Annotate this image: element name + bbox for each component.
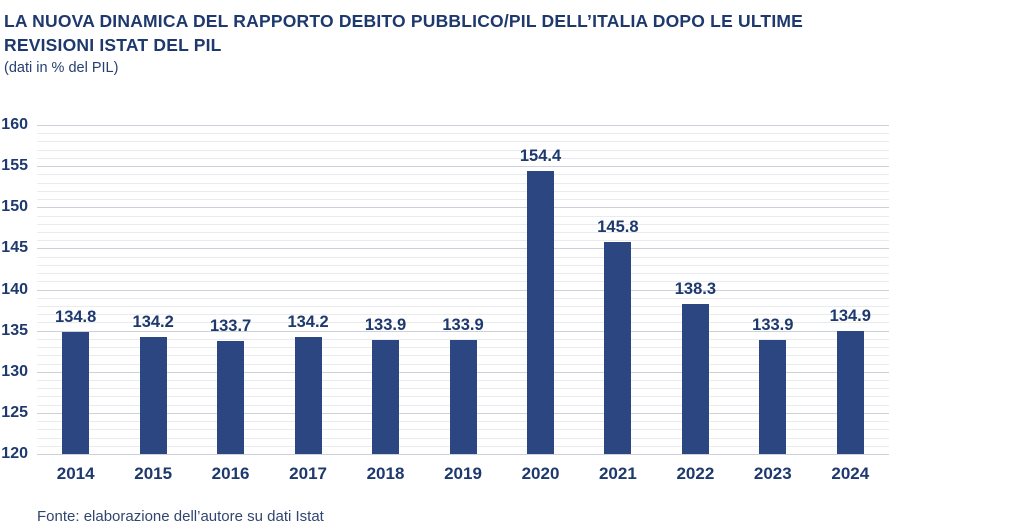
bar-2018: [372, 339, 399, 454]
x-axis-label-2015: 2015: [134, 464, 173, 483]
bar-2017: [294, 337, 322, 454]
x-axis-label-2019: 2019: [444, 464, 482, 483]
bar-value-label-2024: 134.9: [829, 307, 871, 326]
gridline-minor: [37, 174, 889, 176]
gridline-minor: [37, 314, 889, 316]
gridline-minor: [37, 256, 889, 258]
gridline-minor: [37, 182, 889, 184]
bar-value-label-2019: 133.9: [442, 315, 484, 334]
source-note: Fonte: elaborazione dell’autore su dati …: [37, 508, 324, 525]
x-axis-label-2017: 2017: [289, 464, 327, 483]
bar-value-label-2016: 133.7: [209, 317, 252, 336]
chart-title-line-2: REVISIONI ISTAT DEL PIL: [4, 35, 222, 55]
gridline-minor: [37, 149, 889, 151]
y-axis-tick-label: 125: [1, 403, 28, 421]
x-axis-label-2018: 2018: [366, 464, 405, 483]
gridline-minor: [37, 215, 889, 217]
x-axis-label-2022: 2022: [676, 464, 715, 483]
bar-value-label-2017: 134.2: [287, 313, 329, 332]
bar-2023: [759, 339, 787, 454]
y-axis-tick-label: 140: [1, 280, 28, 298]
gridline-minor: [37, 264, 889, 266]
y-axis-tick-label: 130: [1, 362, 28, 380]
y-axis-tick-label: 160: [1, 116, 28, 133]
bar-2020: [527, 171, 554, 454]
bar-value-label-2021: 145.8: [597, 217, 639, 236]
gridline-major: [37, 207, 889, 209]
bar-value-label-2015: 134.2: [132, 313, 174, 332]
gridline-minor: [37, 190, 889, 192]
bar-2014: [62, 332, 90, 454]
gridline-major: [37, 289, 889, 291]
gridline-minor: [37, 273, 889, 274]
gridline-minor: [37, 141, 889, 143]
gridline-minor: [37, 199, 889, 200]
gridline-minor: [37, 157, 889, 159]
bar-value-label-2023: 133.9: [752, 315, 794, 334]
bar-2022: [681, 303, 709, 454]
chart-title: LA NUOVA DINAMICA DEL RAPPORTO DEBITO PU…: [4, 9, 904, 57]
chart-subtitle: (dati in % del PIL): [4, 60, 119, 76]
gridline-minor: [37, 305, 889, 307]
gridline-minor: [37, 240, 889, 242]
x-axis-label-2023: 2023: [753, 464, 792, 483]
y-axis-tick-label: 145: [1, 239, 28, 257]
gridline-minor: [37, 297, 889, 299]
y-axis-tick-label: 150: [1, 198, 28, 216]
x-axis-label-2024: 2024: [831, 464, 870, 483]
bar-value-label-2014: 134.8: [55, 308, 97, 327]
gridline-minor: [37, 223, 889, 225]
gridline-major: [37, 248, 889, 250]
x-axis-label-2016: 2016: [211, 464, 250, 483]
gridline-major: [37, 166, 889, 168]
gridline-minor: [37, 322, 889, 324]
x-axis-label-2014: 2014: [56, 464, 95, 483]
gridline-major: [37, 454, 889, 455]
x-axis-label-2020: 2020: [521, 464, 560, 483]
y-axis-tick-label: 120: [1, 445, 28, 462]
bar-2021: [604, 241, 632, 454]
gridline-minor: [37, 231, 889, 233]
bar-2024: [836, 331, 864, 454]
chart-title-line-1: LA NUOVA DINAMICA DEL RAPPORTO DEBITO PU…: [4, 11, 804, 31]
bar-2015: [139, 337, 167, 454]
gridline-major: [37, 330, 889, 332]
y-axis-tick-label: 155: [1, 157, 28, 175]
y-axis-tick-label: 135: [1, 321, 28, 339]
bar-value-label-2020: 154.4: [519, 147, 562, 166]
bar-2016: [217, 341, 245, 454]
bar-2019: [449, 339, 477, 454]
gridline-major: [37, 125, 889, 126]
gridline-minor: [37, 133, 889, 135]
gridline-minor: [37, 338, 889, 340]
bar-value-label-2022: 138.3: [674, 279, 717, 298]
x-axis-label-2021: 2021: [598, 464, 637, 483]
bar-value-label-2018: 133.9: [364, 315, 407, 334]
gridline-minor: [37, 281, 889, 283]
